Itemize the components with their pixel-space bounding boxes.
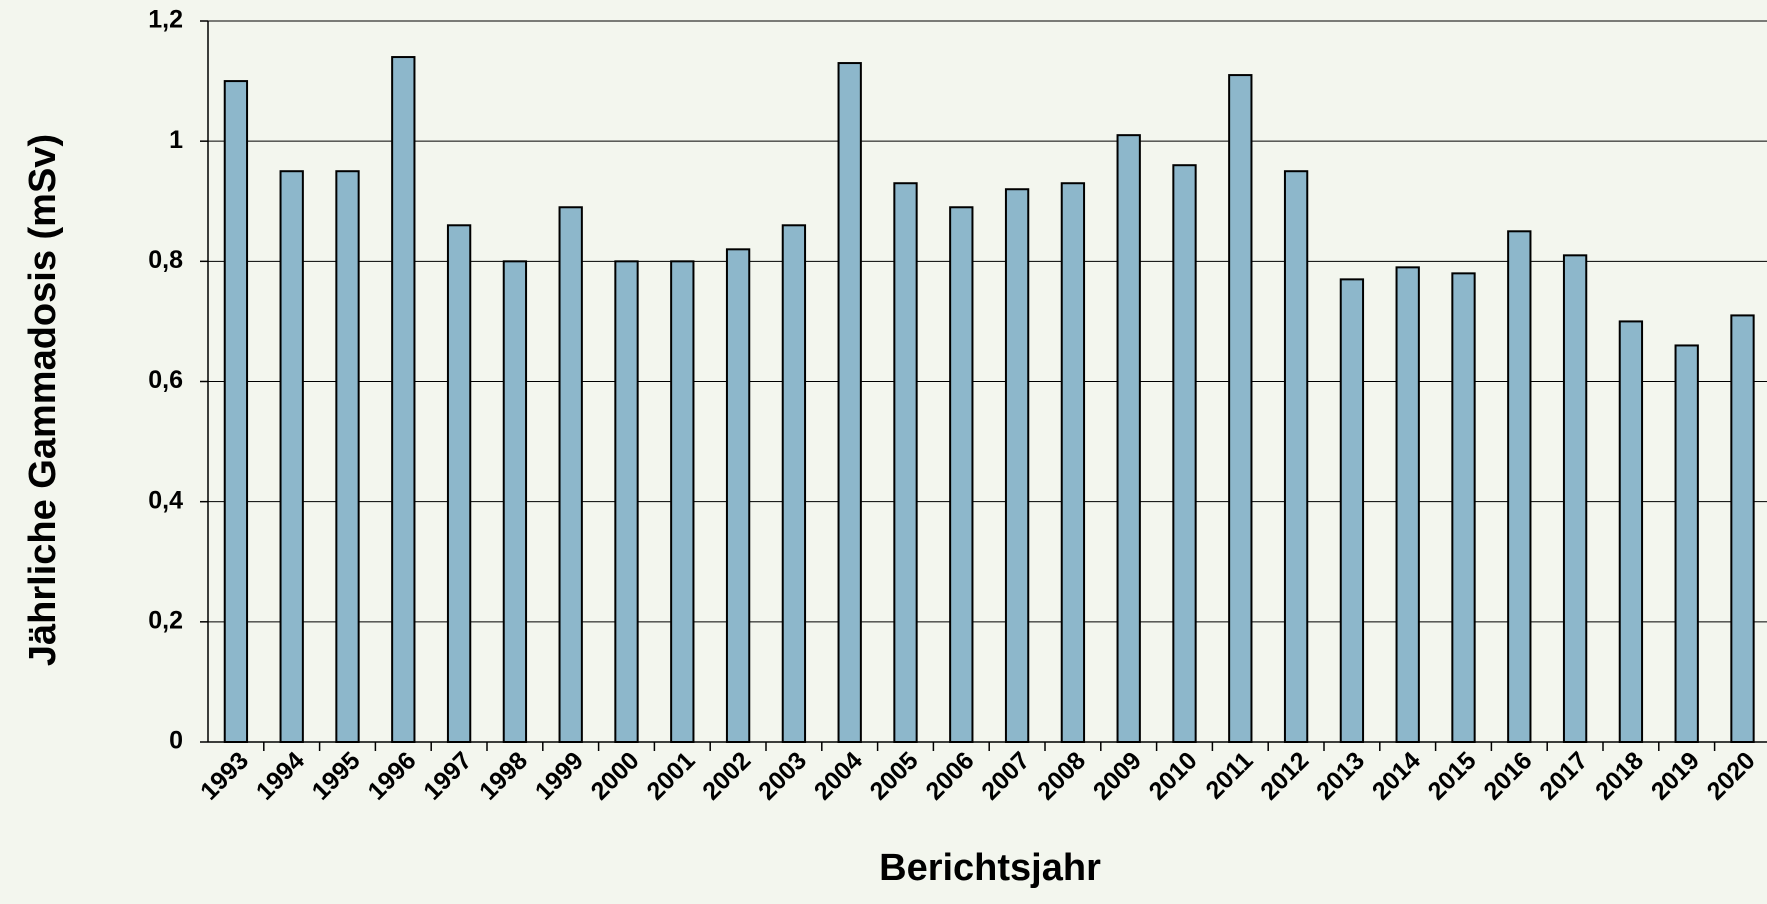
bar bbox=[1228, 74, 1253, 743]
bar bbox=[893, 182, 918, 744]
bar bbox=[502, 260, 528, 743]
bar bbox=[446, 224, 472, 744]
bar bbox=[1004, 188, 1030, 743]
bar bbox=[614, 260, 639, 743]
x-axis-title: Berichtsjahr bbox=[879, 847, 1101, 889]
bar bbox=[1116, 134, 1141, 744]
bar bbox=[837, 62, 862, 743]
bar bbox=[1339, 278, 1365, 743]
y-tick-label: 0,6 bbox=[148, 366, 183, 394]
y-tick-label: 0,2 bbox=[148, 606, 183, 634]
y-tick-label: 0 bbox=[169, 727, 183, 755]
bar bbox=[781, 224, 807, 744]
y-tick-label: 1 bbox=[169, 126, 183, 154]
bar bbox=[1674, 344, 1699, 743]
bar bbox=[1562, 254, 1588, 743]
bar bbox=[725, 248, 751, 743]
bar bbox=[1730, 314, 1755, 743]
y-axis-title: Jährliche Gammadosis (mSv) bbox=[22, 134, 64, 666]
bar bbox=[1060, 182, 1086, 744]
bar bbox=[1507, 230, 1532, 744]
y-tick-label: 0,4 bbox=[148, 486, 183, 514]
bar bbox=[1395, 266, 1420, 743]
bar bbox=[670, 260, 695, 743]
y-tick-label: 1,2 bbox=[148, 6, 183, 34]
bar bbox=[391, 56, 416, 744]
bar bbox=[1451, 272, 1476, 743]
bar bbox=[949, 206, 974, 743]
bar bbox=[1283, 170, 1309, 744]
bar bbox=[1618, 320, 1644, 743]
bar bbox=[279, 170, 304, 744]
bar bbox=[1172, 164, 1197, 743]
bar bbox=[335, 170, 360, 744]
bar bbox=[558, 206, 583, 743]
bar bbox=[223, 80, 249, 744]
y-tick-label: 0,8 bbox=[148, 246, 183, 274]
